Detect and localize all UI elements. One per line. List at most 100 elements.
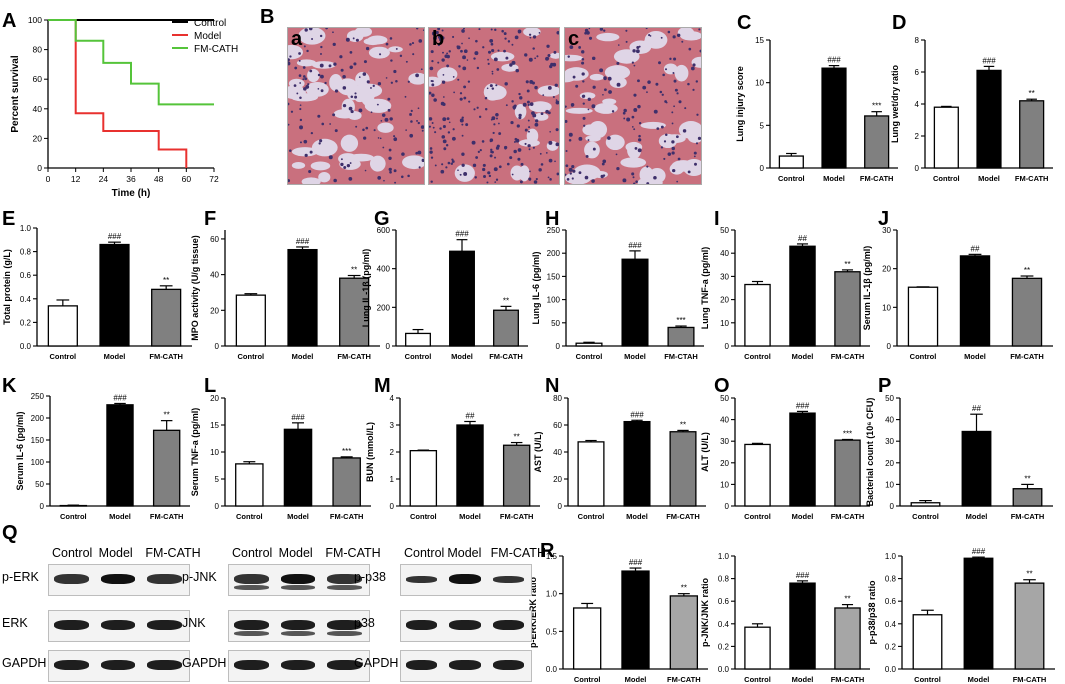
nucleus — [687, 170, 691, 174]
nucleus — [453, 91, 456, 94]
nucleus — [684, 107, 687, 110]
nucleus — [667, 152, 672, 156]
x-tick-label: Model — [966, 512, 988, 521]
y-tick-label: 600 — [377, 226, 391, 235]
alveolus — [437, 67, 458, 82]
blot-band — [147, 620, 182, 630]
nucleus — [555, 128, 559, 132]
nucleus — [459, 92, 463, 95]
nucleus — [364, 169, 367, 172]
x-tick-label: FM-CATH — [150, 512, 184, 521]
nucleus — [298, 52, 301, 55]
nucleus — [390, 81, 393, 84]
blot-row-label: GAPDH — [354, 656, 399, 670]
nucleus — [672, 168, 676, 173]
blot-lane-header: FM-CATH — [145, 546, 201, 560]
nucleus — [555, 99, 558, 101]
nucleus — [429, 150, 433, 154]
alveolus — [518, 139, 540, 147]
nucleus — [491, 87, 495, 90]
blot-band-lower — [327, 585, 362, 590]
nucleus — [631, 172, 635, 176]
nucleus — [655, 82, 659, 86]
x-tick-label: FM-CTAH — [664, 352, 698, 361]
y-tick-label: 0.0 — [20, 342, 32, 351]
chart-J: 0 10 20 30 Serum IL-1β (pg/ml) Control ## Model… — [862, 226, 1053, 361]
nucleus — [498, 122, 500, 125]
nucleus — [504, 82, 508, 86]
nucleus — [328, 64, 332, 68]
blot-band-lower — [234, 585, 269, 590]
alveolus — [337, 78, 359, 96]
nucleus — [373, 129, 376, 132]
nucleus — [571, 164, 575, 169]
nucleus — [288, 149, 292, 152]
nucleus — [638, 134, 641, 138]
x-tick-label: Control — [778, 174, 805, 183]
legend-label: Control — [194, 18, 226, 29]
x-tick-label: FM-CATH — [1011, 512, 1045, 521]
nucleus — [415, 73, 419, 78]
panel-label-k: K — [2, 375, 17, 397]
nucleus — [582, 102, 585, 105]
nucleus — [460, 49, 463, 53]
nucleus — [400, 175, 404, 179]
bar-model — [961, 430, 992, 507]
nucleus — [421, 158, 424, 163]
bar-fm-cath — [152, 429, 181, 507]
nucleus — [540, 163, 544, 166]
nucleus — [571, 177, 574, 180]
nucleus — [394, 181, 397, 184]
nucleus — [592, 85, 596, 89]
bar-control — [572, 607, 602, 670]
y-tick-label: 20 — [720, 459, 729, 468]
nucleus — [409, 113, 412, 116]
nucleus — [325, 28, 328, 30]
nucleus — [522, 102, 527, 107]
blot-band — [492, 620, 524, 630]
significance-label: ** — [503, 296, 509, 305]
blot-band — [100, 574, 136, 584]
blot-band — [280, 660, 316, 670]
alveolus — [669, 163, 684, 175]
alveolus — [523, 28, 541, 37]
nucleus — [288, 102, 290, 106]
blot-band — [280, 620, 316, 630]
blot-lane-header: Control — [404, 546, 445, 560]
nucleus — [653, 109, 658, 114]
nucleus — [432, 126, 435, 129]
alveolus — [644, 30, 668, 49]
nucleus — [474, 176, 477, 179]
nucleus — [452, 128, 455, 131]
bar-model — [959, 255, 991, 347]
legend-label: FM-CATH — [194, 44, 238, 55]
blot-row-label: GAPDH — [2, 656, 47, 670]
nucleus — [495, 84, 498, 87]
x-tick-label: Model — [626, 512, 648, 521]
nucleus — [377, 137, 380, 139]
y-tick-label: 100 — [31, 458, 45, 467]
nucleus — [457, 78, 460, 81]
nucleus — [565, 164, 569, 168]
significance-label: ### — [796, 401, 810, 410]
x-tick-label: Model — [792, 675, 814, 684]
blot-band — [54, 574, 89, 584]
nucleus — [456, 45, 461, 50]
nucleus — [340, 162, 344, 167]
y-axis-label: Lung TNF-a (pg/ml) — [700, 247, 710, 329]
histology-image-c: c — [564, 27, 702, 185]
nucleus — [379, 137, 382, 140]
y-tick-label: 0.6 — [885, 597, 897, 606]
y-tick-label: 3 — [390, 421, 395, 430]
bar-control — [778, 155, 804, 169]
alveolus — [348, 153, 374, 162]
nucleus — [495, 113, 499, 117]
chart-E: 0.0 0.2 0.4 0.6 0.8 1.0 Total protein (g/L) Con… — [2, 224, 192, 361]
alveolus — [377, 122, 394, 133]
nucleus — [660, 146, 664, 149]
nucleus — [547, 85, 552, 90]
bar-control — [912, 614, 943, 670]
nucleus — [637, 104, 641, 109]
nucleus — [288, 61, 291, 66]
bar-fm-cath — [834, 271, 861, 347]
